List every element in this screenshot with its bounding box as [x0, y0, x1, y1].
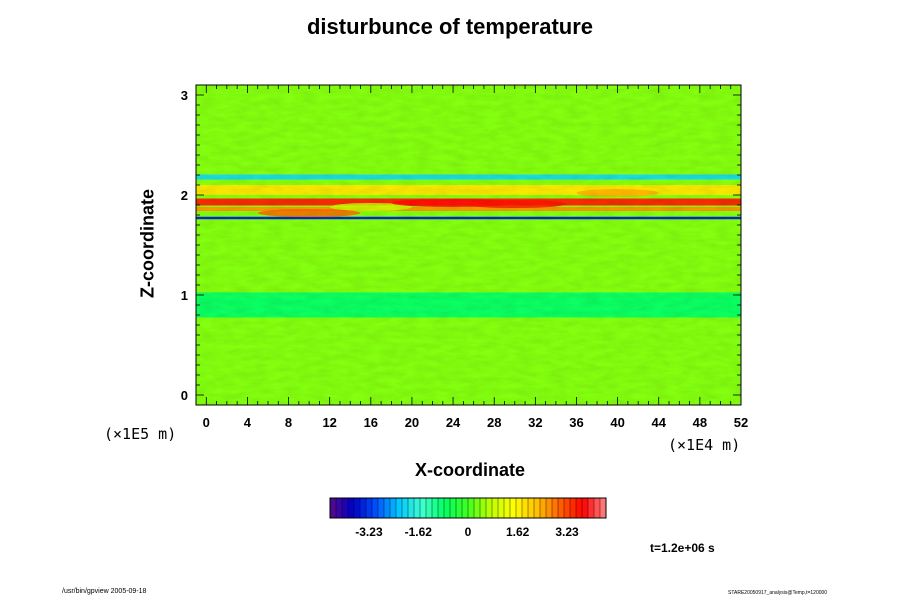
colorbar-cell [492, 498, 499, 518]
footer-left: /usr/bin/gpview 2005-09-18 [62, 588, 147, 595]
colorbar-cell [588, 498, 595, 518]
x-axis: 0 4 8 12 16 20 24 28 32 36 40 44 48 52 [195, 85, 748, 430]
colorbar-cell [372, 498, 379, 518]
x-tick-label: 24 [446, 415, 461, 430]
colorbar-tick-label: 1.62 [506, 525, 530, 539]
y-tick-label: 0 [181, 388, 188, 403]
x-tick-label: 40 [610, 415, 624, 430]
y-axis: 0 1 2 3 [181, 84, 741, 403]
x-tick-label: 36 [569, 415, 583, 430]
field-texture [196, 85, 741, 405]
colorbar-cell [468, 498, 475, 518]
colorbar-cell [576, 498, 583, 518]
colorbar-cell [438, 498, 445, 518]
colorbar: -3.23 -1.62 0 1.62 3.23 [329, 497, 607, 539]
x-tick-label: 32 [528, 415, 542, 430]
colorbar-cell [570, 498, 577, 518]
colorbar-tick-label: 3.23 [555, 525, 579, 539]
colorbar-frame [329, 497, 607, 519]
x-tick-label: 52 [734, 415, 748, 430]
colorbar-cell [396, 498, 403, 518]
x-tick-label: 20 [405, 415, 419, 430]
colorbar-cell [414, 498, 421, 518]
x-axis-title: X-coordinate [414, 460, 525, 480]
colorbar-cell [384, 498, 391, 518]
colorbar-cell [360, 498, 367, 518]
colorbar-cell [600, 498, 607, 518]
colorbar-tick-label: 0 [465, 525, 472, 539]
time-label: t=1.2e+06 s [650, 541, 715, 555]
y-axis-unit: (×1E5 m) [104, 425, 177, 443]
colorbar-cell [552, 498, 559, 518]
colorbar-cell [342, 498, 349, 518]
x-tick-label: 8 [285, 415, 292, 430]
y-tick-label: 1 [181, 288, 188, 303]
x-tick-label: 44 [652, 415, 667, 430]
y-axis-title: Z-coordinate [137, 189, 158, 299]
colorbar-cell [546, 498, 553, 518]
x-tick-label: 28 [487, 415, 501, 430]
colorbar-cell [330, 498, 337, 518]
colorbar-cell [408, 498, 415, 518]
colorbar-cell [594, 498, 601, 518]
colorbar-cell [420, 498, 427, 518]
colorbar-cell [522, 498, 529, 518]
colorbar-cell [480, 498, 487, 518]
colorbar-cell [540, 498, 547, 518]
x-tick-label: 4 [244, 415, 252, 430]
colorbar-cell [498, 498, 505, 518]
y-tick-label: 3 [181, 88, 188, 103]
colorbar-cell [348, 498, 355, 518]
colorbar-cell [432, 498, 439, 518]
colorbar-cell [426, 498, 433, 518]
colorbar-cell [378, 498, 385, 518]
x-tick-label: 16 [364, 415, 378, 430]
colorbar-cell [510, 498, 517, 518]
colorbar-cell [402, 498, 409, 518]
x-tick-label: 12 [322, 415, 336, 430]
colorbar-cell [354, 498, 361, 518]
footer-right: STARE20050917_analysis@Temp,t=120000 [728, 590, 828, 596]
colorbar-tick-label: -1.62 [405, 525, 433, 539]
colorbar-cell [516, 498, 523, 518]
colorbar-cell [336, 498, 343, 518]
x-tick-label: 48 [693, 415, 707, 430]
colorbar-cell [444, 498, 451, 518]
x-axis-unit: (×1E4 m) [668, 436, 741, 454]
x-tick-label: 0 [203, 415, 210, 430]
colorbar-cell [390, 498, 397, 518]
colorbar-cell [462, 498, 469, 518]
colorbar-cell [504, 498, 511, 518]
colorbar-cell [366, 498, 373, 518]
y-tick-label: 2 [181, 188, 188, 203]
colorbar-cell [564, 498, 571, 518]
colorbar-cell [456, 498, 463, 518]
colorbar-cell [534, 498, 541, 518]
colorbar-cell [474, 498, 481, 518]
colorbar-cell [582, 498, 589, 518]
colorbar-tick-label: -3.23 [355, 525, 383, 539]
colorbar-cell [450, 498, 457, 518]
colorbar-cell [528, 498, 535, 518]
colorbar-cell [486, 498, 493, 518]
chart-title: disturbunce of temperature [306, 14, 594, 39]
colorbar-cell [558, 498, 565, 518]
